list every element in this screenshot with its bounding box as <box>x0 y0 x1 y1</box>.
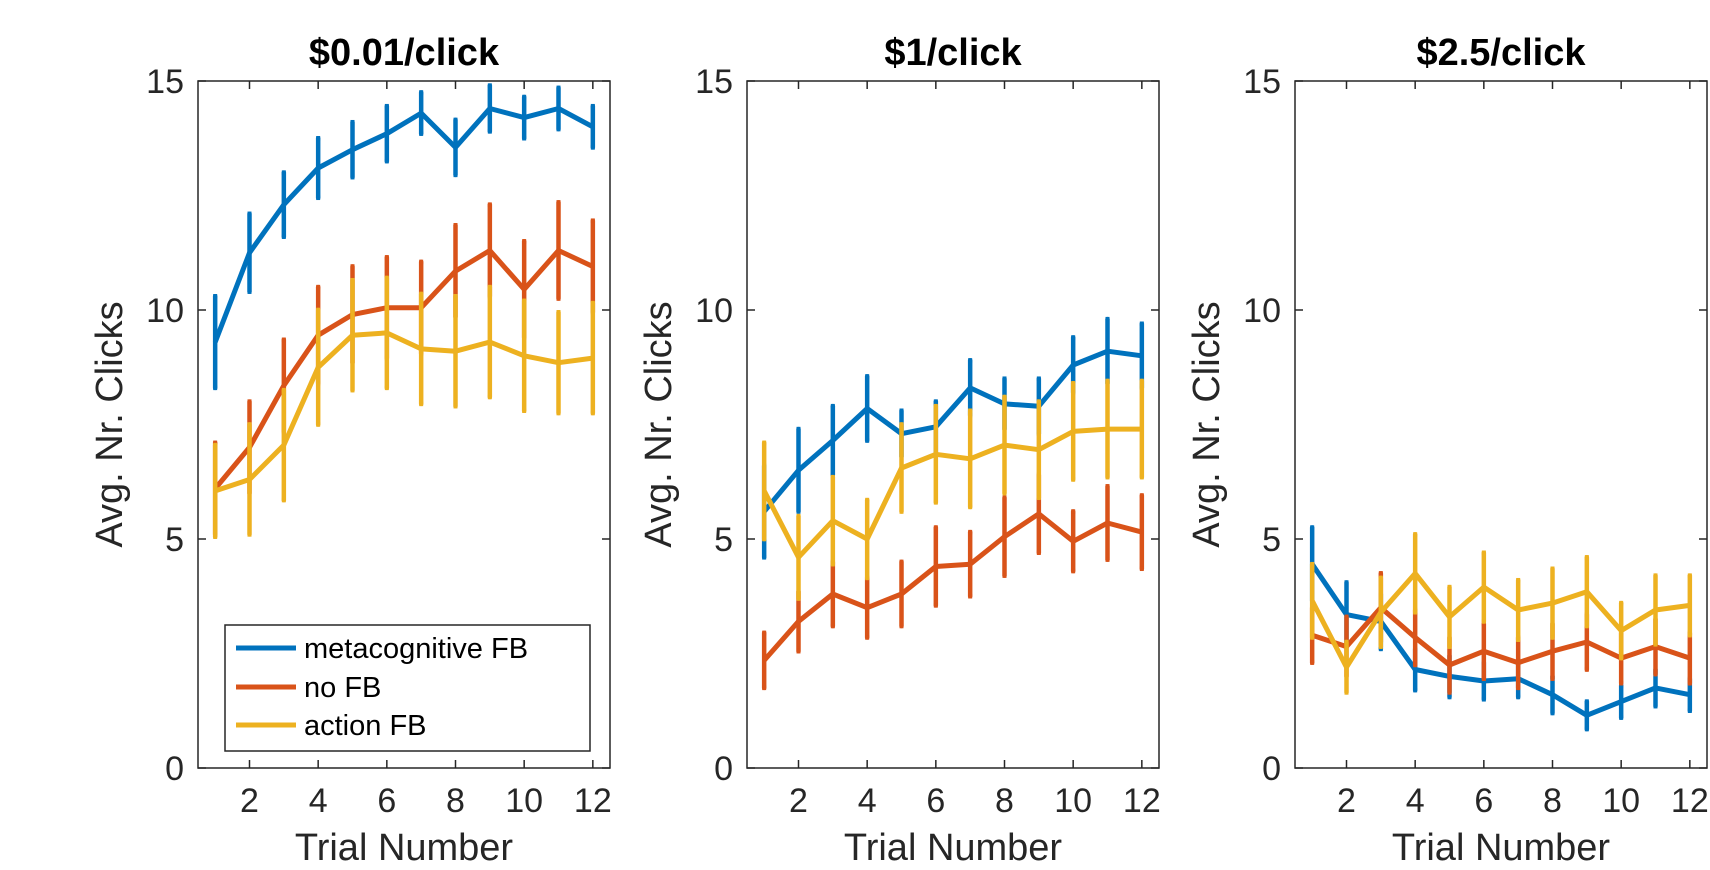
x-tick-label: 8 <box>446 782 465 820</box>
legend-label-metacognitive: metacognitive FB <box>304 633 528 665</box>
y-tick-label: 10 <box>695 292 733 330</box>
chart-title: $0.01/click <box>309 32 500 74</box>
y-axis-label: Avg. Nr. Clicks <box>638 301 680 547</box>
y-tick-label: 0 <box>1262 750 1281 788</box>
series-line-metacognitive <box>212 106 594 343</box>
y-tick-label: 15 <box>1243 63 1281 101</box>
legend-label-nofb: no FB <box>304 672 381 704</box>
y-tick-label: 0 <box>165 750 184 788</box>
plot-area <box>746 80 1160 769</box>
x-tick-label: 4 <box>1406 782 1425 820</box>
chart-panels: 0 5 10 15 2 4 6 8 10 12 $0.01/click Trial Number Avg… <box>89 32 1709 869</box>
x-axis-label: Trial Number <box>844 827 1063 869</box>
x-tick-label: 2 <box>1337 782 1356 820</box>
x-tick-label: 12 <box>1123 782 1161 820</box>
series-metacognitive <box>212 83 596 391</box>
x-tick-label: 10 <box>1602 782 1640 820</box>
y-tick-label: 10 <box>146 292 184 330</box>
x-tick-label: 8 <box>995 782 1014 820</box>
series-line-nofb <box>1311 605 1691 668</box>
y-axis-label: Avg. Nr. Clicks <box>89 301 131 547</box>
x-axis-label: Trial Number <box>1392 827 1611 869</box>
y-tick-label: 5 <box>165 521 184 559</box>
x-tick-label: 10 <box>505 782 543 820</box>
x-tick-label: 2 <box>789 782 808 820</box>
legend: metacognitive FB no FB action FB <box>224 624 591 752</box>
series-line-action <box>761 426 1142 560</box>
series-action <box>212 275 596 539</box>
series-action <box>761 378 1145 601</box>
chart-panel-3: 0 5 10 15 2 4 6 8 10 12 $2.5/click Trial Number Avg.… <box>1186 32 1709 869</box>
legend-label-action: action FB <box>304 710 427 742</box>
x-tick-label: 12 <box>574 782 612 820</box>
series-nofb <box>761 472 1145 691</box>
x-tick-label: 2 <box>240 782 259 820</box>
x-tick-label: 6 <box>1474 782 1493 820</box>
legend-item-action: action FB <box>236 710 427 742</box>
x-axis-label: Trial Number <box>295 827 514 869</box>
x-tick-label: 6 <box>926 782 945 820</box>
series-line-nofb <box>762 511 1143 663</box>
x-tick-label: 10 <box>1054 782 1092 820</box>
series-line-metacognitive <box>762 348 1143 514</box>
plot-area <box>1294 80 1708 769</box>
x-tick-label: 12 <box>1671 782 1709 820</box>
y-tick-label: 15 <box>146 63 184 101</box>
y-tick-label: 5 <box>1262 521 1281 559</box>
y-tick-label: 5 <box>714 521 733 559</box>
series-action <box>1309 532 1693 695</box>
legend-item-metacognitive: metacognitive FB <box>236 633 528 665</box>
x-tick-label: 6 <box>377 782 396 820</box>
series-line-nofb <box>213 248 594 491</box>
y-tick-label: 0 <box>714 750 733 788</box>
x-tick-label: 4 <box>858 782 877 820</box>
chart-title: $1/click <box>884 32 1022 74</box>
chart-title: $2.5/click <box>1416 32 1586 74</box>
legend-item-nofb: no FB <box>236 672 381 704</box>
series-line-action <box>214 330 594 494</box>
y-axis-label: Avg. Nr. Clicks <box>1186 301 1228 547</box>
series-line-action <box>1309 570 1691 670</box>
chart-panel-2: 0 5 10 15 2 4 6 8 10 12 $1/click Trial Number Avg. N… <box>638 32 1161 869</box>
y-tick-label: 10 <box>1243 292 1281 330</box>
x-tick-label: 8 <box>1543 782 1562 820</box>
y-tick-label: 15 <box>695 63 733 101</box>
x-tick-label: 4 <box>309 782 328 820</box>
